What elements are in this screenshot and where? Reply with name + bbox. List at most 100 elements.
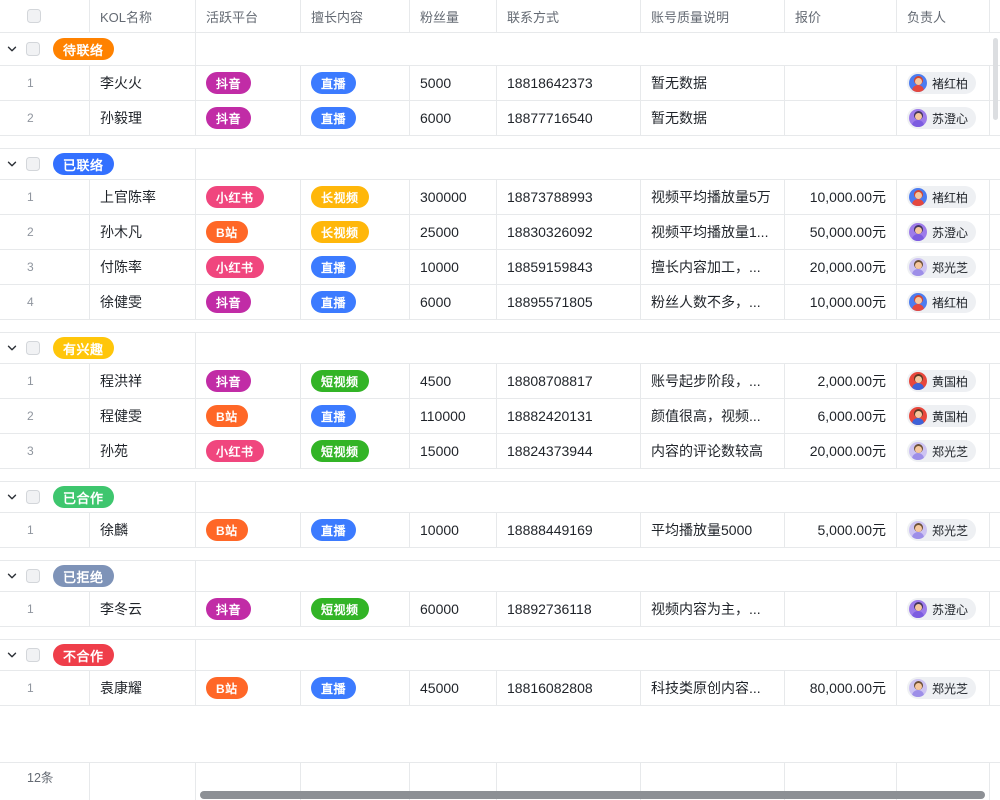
cell-contact[interactable]: 18888449169: [497, 513, 641, 547]
group-header-cell[interactable]: 已拒绝: [0, 561, 196, 591]
group-checkbox[interactable]: [26, 648, 40, 662]
cell-kol-name[interactable]: 付陈率: [90, 250, 196, 284]
cell-platform[interactable]: B站: [196, 513, 301, 547]
cell-price[interactable]: 5,000.00元: [785, 513, 897, 547]
cell-kol-name[interactable]: 李冬云: [90, 592, 196, 626]
cell-content[interactable]: 长视频: [301, 215, 410, 249]
cell-content[interactable]: 直播: [301, 513, 410, 547]
group-checkbox[interactable]: [26, 157, 40, 171]
select-all-checkbox[interactable]: [27, 9, 41, 23]
cell-content[interactable]: 短视频: [301, 592, 410, 626]
cell-platform[interactable]: 小红书: [196, 250, 301, 284]
cell-price[interactable]: 10,000.00元: [785, 285, 897, 319]
group-checkbox[interactable]: [26, 341, 40, 355]
cell-contact[interactable]: 18816082808: [497, 671, 641, 705]
cell-price[interactable]: 6,000.00元: [785, 399, 897, 433]
cell-kol-name[interactable]: 袁康耀: [90, 671, 196, 705]
cell-price[interactable]: 20,000.00元: [785, 250, 897, 284]
column-header-content[interactable]: 擅长内容: [301, 0, 410, 32]
cell-owner[interactable]: 郑光芝: [897, 250, 990, 284]
cell-content[interactable]: 直播: [301, 101, 410, 135]
vertical-scrollbar[interactable]: [993, 38, 998, 120]
chevron-down-icon[interactable]: [6, 649, 18, 661]
cell-content[interactable]: 直播: [301, 671, 410, 705]
cell-contact[interactable]: 18859159843: [497, 250, 641, 284]
cell-platform[interactable]: 小红书: [196, 434, 301, 468]
cell-kol-name[interactable]: 徐麟: [90, 513, 196, 547]
group-header-cell[interactable]: 已联络: [0, 149, 196, 179]
cell-fans[interactable]: 10000: [410, 250, 497, 284]
cell-price[interactable]: 2,000.00元: [785, 364, 897, 398]
cell-platform[interactable]: 抖音: [196, 66, 301, 100]
group-header-cell[interactable]: 已合作: [0, 482, 196, 512]
cell-fans[interactable]: 300000: [410, 180, 497, 214]
group-header-cell[interactable]: 待联络: [0, 33, 196, 65]
cell-quality[interactable]: 平均播放量5000: [641, 513, 785, 547]
cell-content[interactable]: 短视频: [301, 364, 410, 398]
cell-price[interactable]: [785, 66, 897, 100]
cell-fans[interactable]: 10000: [410, 513, 497, 547]
cell-kol-name[interactable]: 上官陈率: [90, 180, 196, 214]
column-header-platform[interactable]: 活跃平台: [196, 0, 301, 32]
cell-content[interactable]: 直播: [301, 66, 410, 100]
cell-quality[interactable]: 粉丝人数不多，...: [641, 285, 785, 319]
cell-platform[interactable]: 抖音: [196, 364, 301, 398]
cell-quality[interactable]: 暂无数据: [641, 66, 785, 100]
group-checkbox[interactable]: [26, 42, 40, 56]
cell-quality[interactable]: 视频平均播放量1...: [641, 215, 785, 249]
cell-contact[interactable]: 18892736118: [497, 592, 641, 626]
cell-owner[interactable]: 苏澄心: [897, 592, 990, 626]
cell-kol-name[interactable]: 孙苑: [90, 434, 196, 468]
cell-fans[interactable]: 25000: [410, 215, 497, 249]
cell-quality[interactable]: 擅长内容加工，...: [641, 250, 785, 284]
cell-contact[interactable]: 18824373944: [497, 434, 641, 468]
cell-kol-name[interactable]: 孙木凡: [90, 215, 196, 249]
group-header-cell[interactable]: 不合作: [0, 640, 196, 670]
cell-fans[interactable]: 110000: [410, 399, 497, 433]
cell-fans[interactable]: 6000: [410, 101, 497, 135]
chevron-down-icon[interactable]: [6, 43, 18, 55]
cell-fans[interactable]: 5000: [410, 66, 497, 100]
horizontal-scrollbar[interactable]: [200, 791, 985, 799]
column-header-contact[interactable]: 联系方式: [497, 0, 641, 32]
column-header-quality[interactable]: 账号质量说明: [641, 0, 785, 32]
cell-price[interactable]: [785, 592, 897, 626]
cell-kol-name[interactable]: 程洪祥: [90, 364, 196, 398]
cell-owner[interactable]: 黄国柏: [897, 399, 990, 433]
cell-owner[interactable]: 褚红柏: [897, 285, 990, 319]
cell-owner[interactable]: 郑光芝: [897, 671, 990, 705]
cell-content[interactable]: 长视频: [301, 180, 410, 214]
cell-kol-name[interactable]: 李火火: [90, 66, 196, 100]
cell-fans[interactable]: 45000: [410, 671, 497, 705]
cell-platform[interactable]: 抖音: [196, 285, 301, 319]
cell-platform[interactable]: 抖音: [196, 592, 301, 626]
column-header-fans[interactable]: 粉丝量: [410, 0, 497, 32]
cell-quality[interactable]: 视频内容为主，...: [641, 592, 785, 626]
cell-contact[interactable]: 18808708817: [497, 364, 641, 398]
chevron-down-icon[interactable]: [6, 158, 18, 170]
cell-owner[interactable]: 黄国柏: [897, 364, 990, 398]
cell-platform[interactable]: B站: [196, 215, 301, 249]
column-header-kol-name[interactable]: KOL名称: [90, 0, 196, 32]
cell-contact[interactable]: 18830326092: [497, 215, 641, 249]
chevron-down-icon[interactable]: [6, 570, 18, 582]
cell-price[interactable]: 10,000.00元: [785, 180, 897, 214]
cell-content[interactable]: 短视频: [301, 434, 410, 468]
cell-price[interactable]: 20,000.00元: [785, 434, 897, 468]
cell-platform[interactable]: B站: [196, 671, 301, 705]
cell-price[interactable]: 80,000.00元: [785, 671, 897, 705]
cell-owner[interactable]: 郑光芝: [897, 434, 990, 468]
cell-fans[interactable]: 6000: [410, 285, 497, 319]
cell-kol-name[interactable]: 孙毅理: [90, 101, 196, 135]
cell-owner[interactable]: 褚红柏: [897, 180, 990, 214]
cell-quality[interactable]: 颜值很高，视频...: [641, 399, 785, 433]
cell-owner[interactable]: 苏澄心: [897, 215, 990, 249]
cell-quality[interactable]: 账号起步阶段，...: [641, 364, 785, 398]
cell-content[interactable]: 直播: [301, 285, 410, 319]
cell-contact[interactable]: 18882420131: [497, 399, 641, 433]
cell-contact[interactable]: 18877716540: [497, 101, 641, 135]
cell-fans[interactable]: 60000: [410, 592, 497, 626]
column-header-owner[interactable]: 负责人: [897, 0, 990, 32]
group-checkbox[interactable]: [26, 569, 40, 583]
cell-fans[interactable]: 15000: [410, 434, 497, 468]
